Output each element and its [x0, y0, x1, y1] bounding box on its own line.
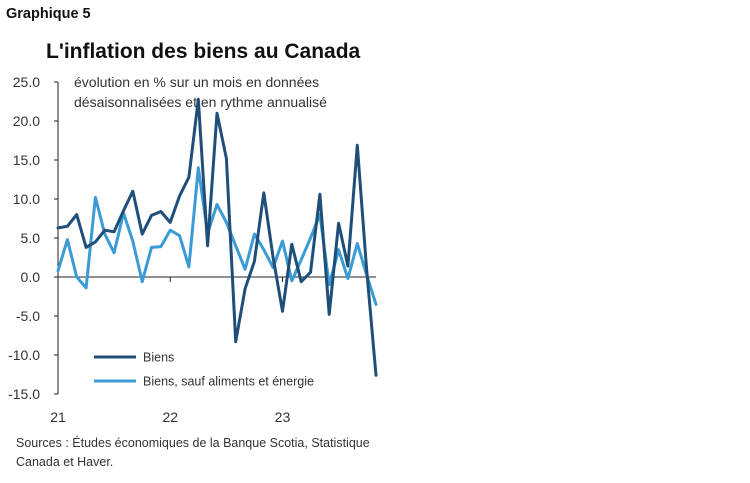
y-tick-label: -10.0 — [8, 347, 40, 363]
legend: Biens Biens, sauf aliments et énergie — [94, 351, 314, 389]
y-tick-label: 25.0 — [13, 74, 40, 90]
chart-subtitle: évolution en % sur un mois en données dé… — [74, 74, 327, 110]
sources-note: Sources : Études économiques de la Banqu… — [16, 436, 370, 469]
y-tick-label: -15.0 — [8, 386, 40, 402]
chart-title: L'inflation des biens au Canada — [46, 40, 361, 63]
y-tick-label: 5.0 — [21, 230, 41, 246]
y-tick-label: 10.0 — [13, 191, 40, 207]
y-tick-label: 0.0 — [21, 269, 41, 285]
series-line — [56, 97, 378, 377]
y-tick-label: -5.0 — [16, 308, 40, 324]
x-tick-label: 23 — [275, 409, 291, 425]
y-tick-label: 15.0 — [13, 152, 40, 168]
x-tick-label: 21 — [50, 409, 66, 425]
legend-label: Biens — [143, 351, 174, 365]
y-axis: 25.0 20.0 15.0 10.0 5.0 0.0 -5.0 -10.0 -15.0 — [8, 74, 59, 402]
x-tick-label: 22 — [162, 409, 178, 425]
x-axis: 21 22 23 — [50, 276, 376, 425]
series-lines — [56, 97, 378, 377]
legend-label: Biens, sauf aliments et énergie — [143, 375, 314, 389]
chart-number-label: Graphique 5 — [6, 6, 91, 22]
y-tick-label: 20.0 — [13, 113, 40, 129]
